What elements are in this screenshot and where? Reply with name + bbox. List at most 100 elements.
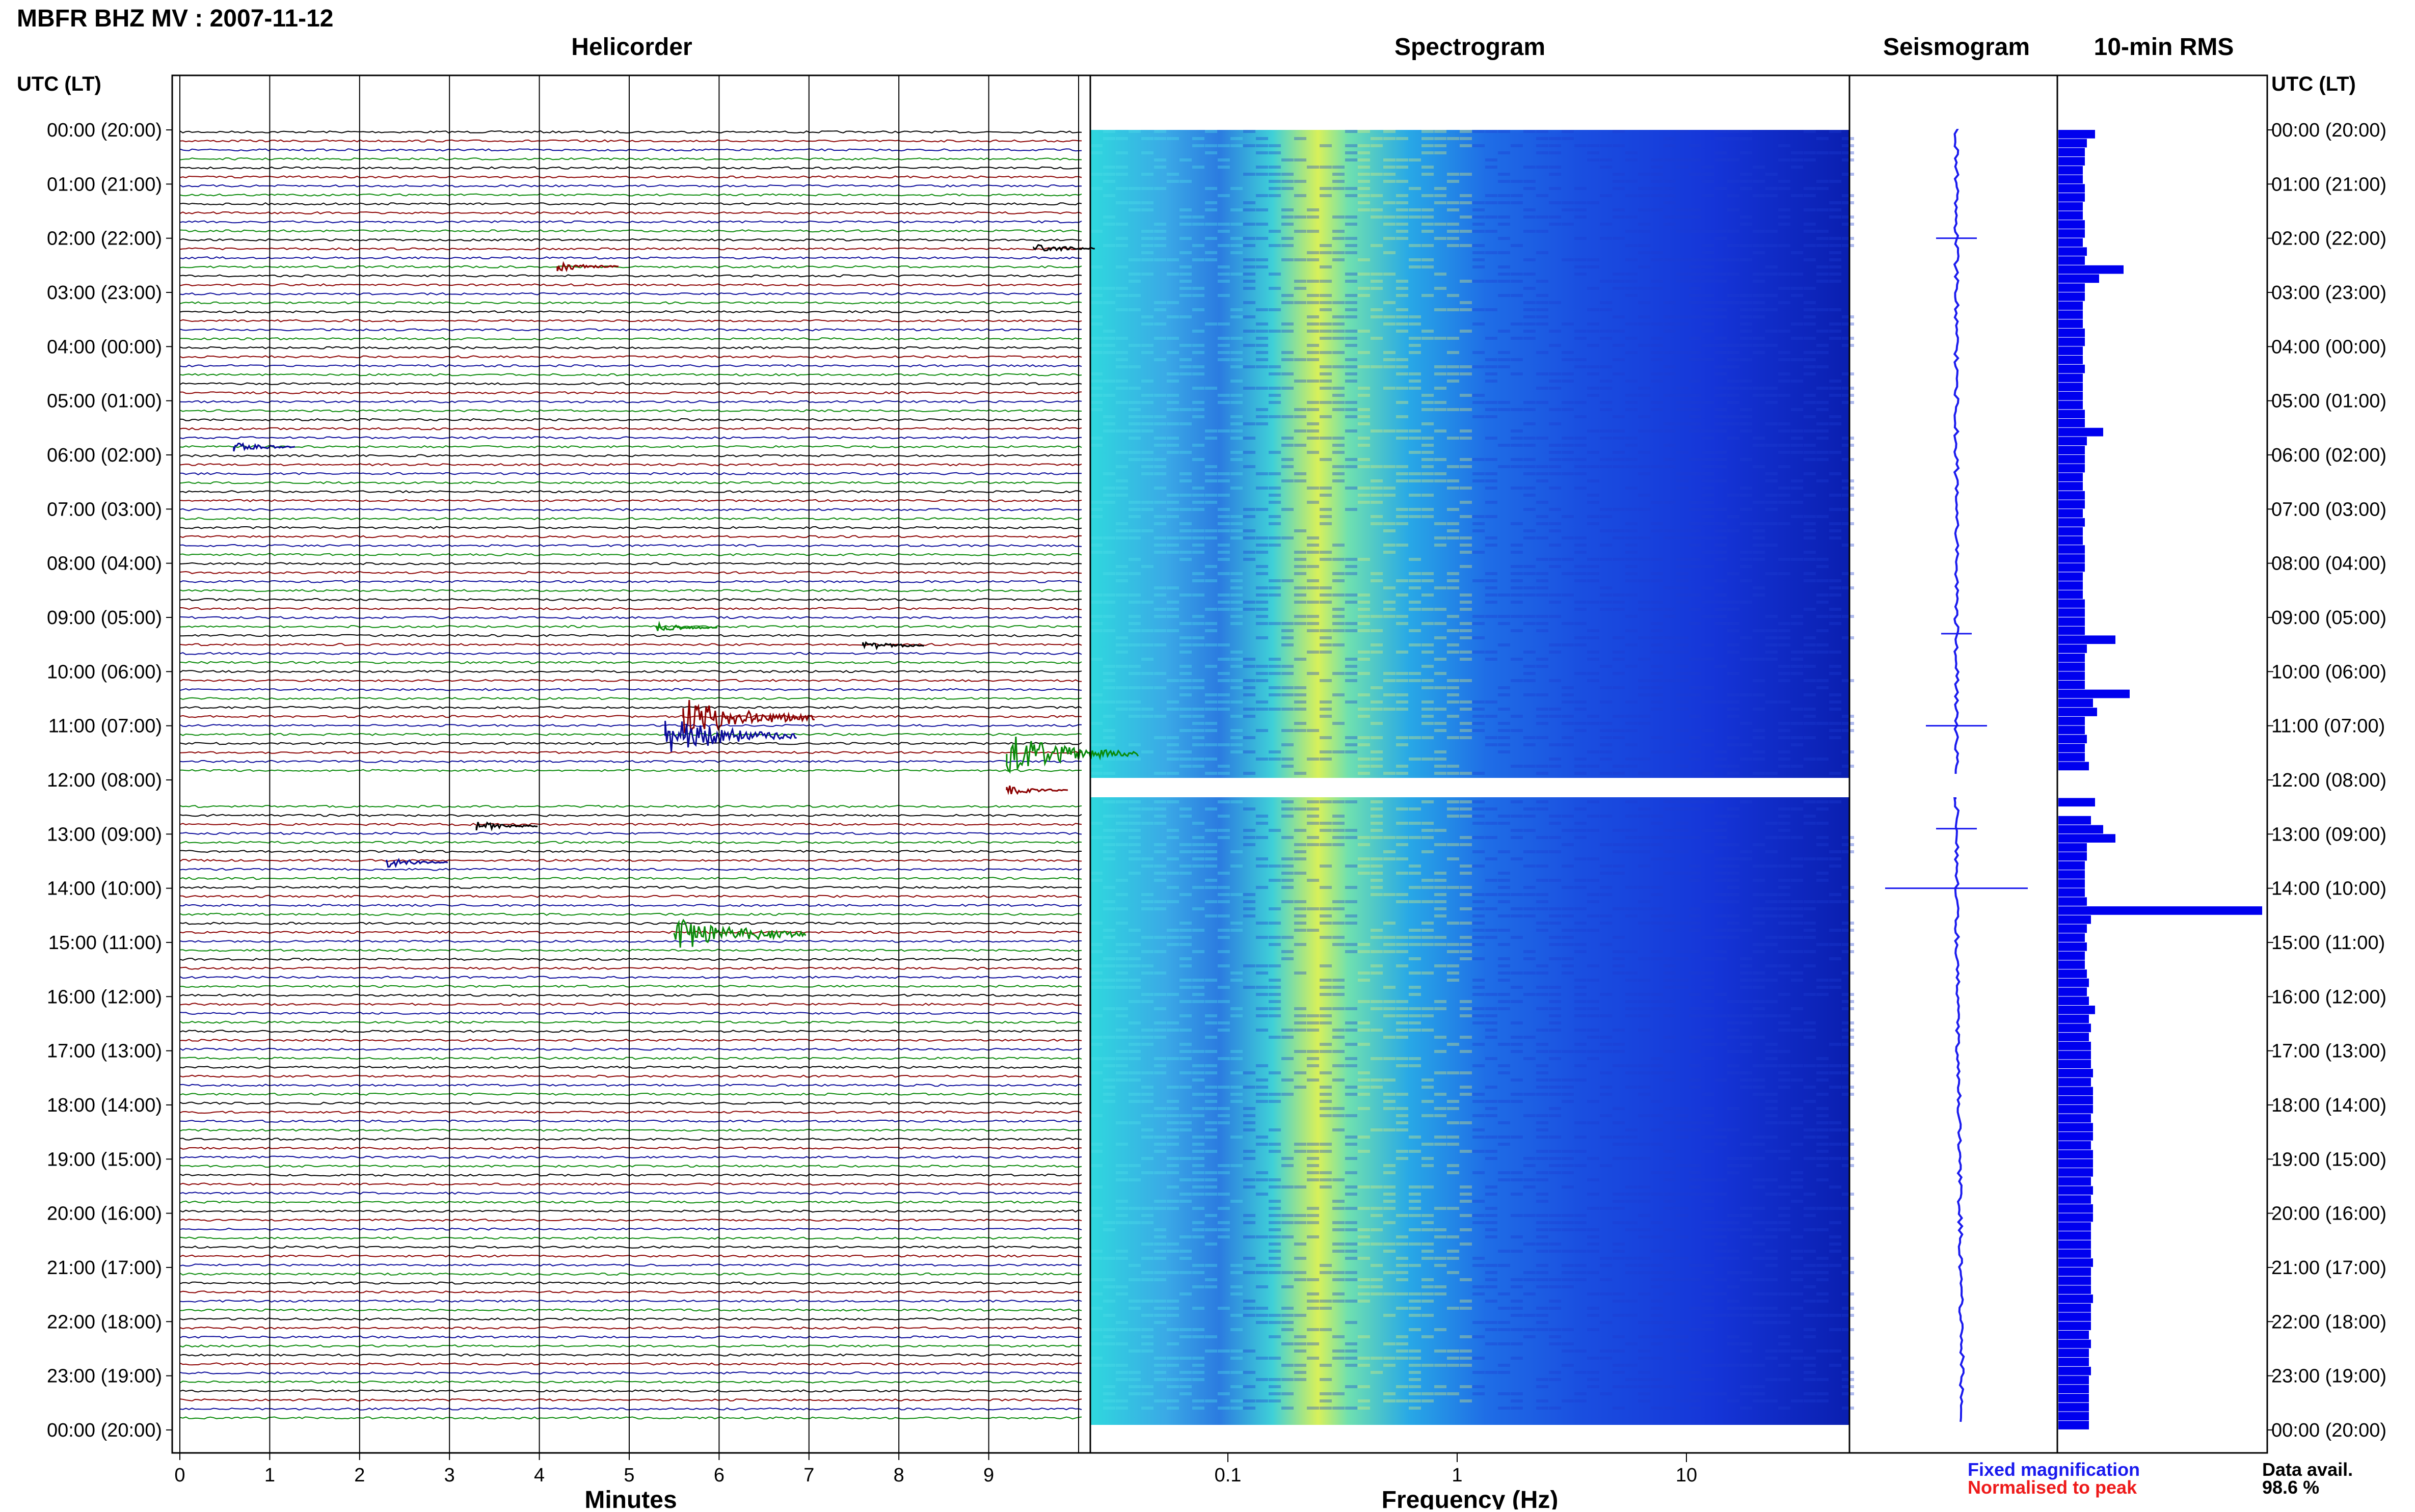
spectrogram-cell (1765, 265, 1778, 268)
spectrogram-cell (1689, 280, 1701, 283)
spectrogram-cell (1320, 708, 1332, 711)
spectrogram-cell (1218, 158, 1230, 161)
spectrogram-cell (1778, 964, 1790, 967)
spectrogram-cell (1625, 258, 1638, 261)
spectrogram-cell (1129, 529, 1141, 532)
spectrogram-cell (1358, 743, 1370, 746)
spectrogram-cell (1574, 1264, 1587, 1267)
spectrogram-cell (1383, 679, 1396, 682)
spectrogram-cell (1116, 686, 1128, 689)
spectrogram-cell (1714, 593, 1727, 597)
spectrogram-cell (1332, 1407, 1345, 1410)
spectrogram-cell (1816, 1093, 1829, 1096)
spectrogram-cell (1765, 1121, 1778, 1124)
spectrogram-cell (1600, 458, 1612, 461)
spectrogram-cell (1600, 665, 1612, 668)
spectrogram-cell (1129, 829, 1141, 832)
helicorder-line (180, 896, 1082, 898)
spectrogram-cell (1485, 1107, 1497, 1110)
spectrogram-cell (1447, 437, 1459, 440)
spectrogram-cell (1587, 1157, 1599, 1160)
spectrogram-cell (1345, 836, 1357, 839)
spectrogram-cell (1383, 158, 1396, 161)
spectrogram-cell (1294, 772, 1306, 775)
spectrogram-cell (1256, 536, 1268, 539)
spectrogram-cell (1447, 736, 1459, 739)
spectrogram-cell (1740, 636, 1752, 639)
spectrogram-cell (1230, 315, 1243, 318)
spectrogram-cell (1218, 1371, 1230, 1374)
spectrogram-cell (1740, 1214, 1752, 1217)
spectrogram-cell (1192, 1071, 1204, 1074)
spectrogram-cell (1676, 1399, 1688, 1402)
spectrogram-cell (1714, 1128, 1727, 1131)
spectrogram-cell (1371, 722, 1383, 725)
spectrogram-cell (1129, 201, 1141, 204)
spectrogram-cell (1179, 672, 1192, 675)
spectrogram-cell (1396, 515, 1408, 518)
spectrogram-cell (1230, 429, 1243, 433)
spectrogram-cell (1740, 1271, 1752, 1274)
spectrogram-cell (1383, 1207, 1396, 1210)
spectrogram-cell (1371, 750, 1383, 753)
spectrogram-cell (1179, 1257, 1192, 1260)
spectrogram-cell (1269, 244, 1281, 247)
spectrogram-cell (1460, 593, 1472, 597)
spectrogram-cell (1829, 857, 1841, 860)
spectrogram-cell (1396, 651, 1408, 654)
spectrogram-cell (1294, 722, 1306, 725)
spectrogram-cell (1090, 1036, 1103, 1039)
spectrogram-cell (1702, 1378, 1714, 1381)
spectrogram-cell (1587, 265, 1599, 268)
spectrogram-cell (1676, 472, 1688, 475)
spectrogram-cell (1154, 807, 1166, 811)
rms-bar (2058, 554, 2085, 563)
spectrogram-cell (1434, 936, 1446, 939)
spectrogram-cell (1332, 979, 1345, 982)
spectrogram-cell (1409, 322, 1421, 326)
spectrogram-cell (1460, 1000, 1472, 1003)
spectrogram-cell (1740, 1278, 1752, 1281)
spectrogram-cell (1218, 1021, 1230, 1024)
spectrogram-cell (1829, 1207, 1841, 1210)
spectrogram-cell (1421, 223, 1434, 226)
spectrogram-cell (1638, 394, 1650, 397)
spectrogram-cell (1523, 1036, 1536, 1039)
spectrogram-cell (1753, 465, 1765, 468)
spectrogram-cell (1205, 1107, 1217, 1110)
spectrogram-cell (1141, 1314, 1153, 1317)
spectrogram-cell (1383, 1057, 1396, 1060)
spectrogram-cell (1447, 529, 1459, 532)
spectrogram-cell (1549, 1050, 1561, 1053)
spectrogram-cell (1371, 800, 1383, 803)
spectrogram-cell (1421, 1100, 1434, 1103)
spectrogram-cell (1714, 479, 1727, 482)
spectrogram-cell (1230, 679, 1243, 682)
spectrogram-cell (1485, 1278, 1497, 1281)
spectrogram-cell (1090, 1014, 1103, 1017)
spectrogram-cell (1141, 1300, 1153, 1303)
spectrogram-cell (1625, 1086, 1638, 1089)
spectrogram-cell (1141, 394, 1153, 397)
spectrogram-cell (1740, 1043, 1752, 1046)
spectrogram-cell (1358, 979, 1370, 982)
spectrogram-cell (1294, 551, 1306, 554)
helicorder-line (180, 392, 1082, 394)
spectrogram-cell (1472, 729, 1485, 732)
spectrogram-cell (1613, 736, 1625, 739)
spectrogram-cell (1676, 1164, 1688, 1167)
spectrogram-cell (1129, 280, 1141, 283)
spectrogram-cell (1485, 893, 1497, 896)
spectrogram-cell (1663, 1193, 1676, 1196)
spectrogram-cell (1676, 601, 1688, 604)
spectrogram-cell (1192, 929, 1204, 932)
spectrogram-cell (1460, 1193, 1472, 1196)
spectrogram-cell (1447, 1043, 1459, 1046)
spectrogram-cell (1167, 544, 1179, 547)
spectrogram-cell (1714, 451, 1727, 454)
spectrogram-cell (1778, 273, 1790, 276)
spectrogram-cell (1523, 273, 1536, 276)
spectrogram-cell (1371, 337, 1383, 340)
spectrogram-cell (1090, 1207, 1103, 1210)
spectrogram-cell (1103, 1228, 1115, 1231)
